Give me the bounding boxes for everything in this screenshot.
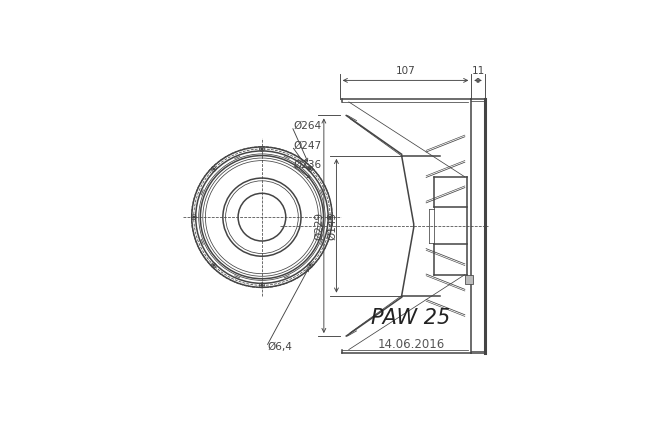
Circle shape [213,264,215,266]
Text: Ø229: Ø229 [315,212,324,240]
Text: PAW 25: PAW 25 [371,308,450,328]
Text: 11: 11 [471,66,485,76]
Circle shape [309,168,311,170]
Text: Ø264: Ø264 [293,121,322,131]
Bar [465,275,473,283]
Circle shape [261,285,263,286]
Circle shape [213,168,215,170]
Circle shape [309,264,311,266]
Text: Ø247: Ø247 [293,141,322,151]
Circle shape [193,216,194,218]
Circle shape [330,216,331,218]
Text: Ø6,4: Ø6,4 [268,342,293,352]
Circle shape [261,148,263,150]
Text: Ø145: Ø145 [327,212,337,240]
Text: 107: 107 [396,66,415,76]
Text: Ø236: Ø236 [293,160,322,170]
Text: 14.06.2016: 14.06.2016 [377,338,445,351]
